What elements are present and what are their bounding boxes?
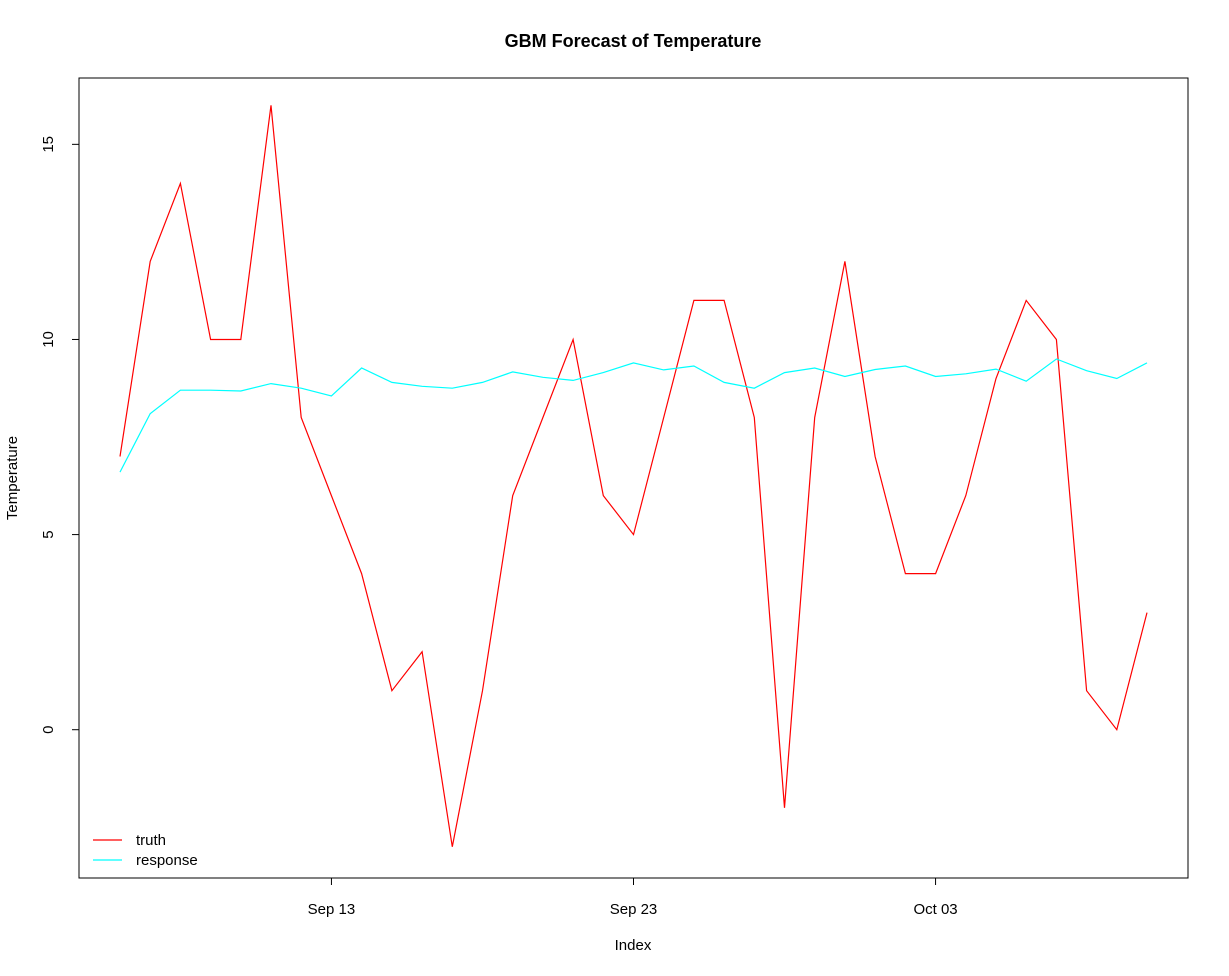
legend-label-response: response <box>136 852 198 869</box>
x-tick-label-sep-13: Sep 13 <box>308 901 356 918</box>
x-tick-label-oct-03: Oct 03 <box>913 901 957 918</box>
x-tick-label-sep-23: Sep 23 <box>610 901 658 918</box>
legend-label-truth: truth <box>136 832 166 849</box>
chart-title: GBM Forecast of Temperature <box>505 31 762 51</box>
series-line-response <box>119 358 1148 473</box>
x-axis-label: Index <box>615 937 652 954</box>
series-line-truth <box>119 105 1148 847</box>
legend: truth response <box>93 832 198 869</box>
y-axis: 0 5 10 15 <box>40 136 79 734</box>
y-axis-label: Temperature <box>4 436 21 520</box>
y-tick-label-10: 10 <box>40 331 57 348</box>
series-layer <box>119 105 1148 847</box>
x-axis: Sep 13 Sep 23 Oct 03 <box>308 878 958 918</box>
y-tick-label-15: 15 <box>40 136 57 153</box>
plot-frame <box>78 77 1189 879</box>
y-tick-label-5: 5 <box>40 530 57 538</box>
y-tick-label-0: 0 <box>40 726 57 734</box>
